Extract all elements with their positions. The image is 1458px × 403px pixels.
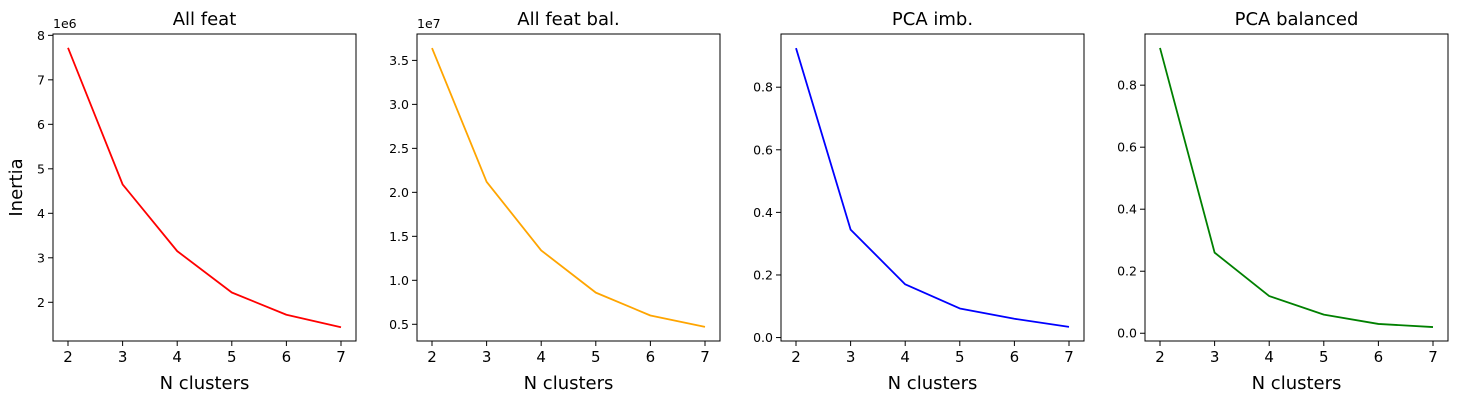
plot-frame: [1144, 33, 1449, 342]
x-axis-label: N clusters: [888, 373, 978, 394]
x-axis-label: N clusters: [160, 373, 250, 394]
x-tick-label: 5: [1319, 348, 1329, 366]
y-tick-label: 0.4: [753, 205, 773, 220]
chart-title: PCA imb.: [892, 9, 973, 30]
chart-panel-1: All feat 2 3 4 5 6 7 2 3 4 5 6 7 8 1e6 N clusters Inerti…: [6, 9, 357, 394]
y-tick-label: 3: [37, 250, 45, 265]
y-tick-label: 0.6: [753, 142, 773, 157]
y-tick-label: 0.2: [1117, 264, 1137, 279]
plot-frame: [52, 33, 357, 342]
y-tick-label: 6: [37, 117, 45, 132]
chart-panel-4: PCA balanced 2 3 4 5 6 7 0.0 0.2 0.4 0.6 0.8 N clust…: [1117, 9, 1449, 394]
series-line: [431, 47, 706, 328]
series-line: [1159, 47, 1434, 328]
x-tick-label: 6: [646, 348, 656, 366]
x-tick-label: 5: [955, 348, 965, 366]
plot-frame: [780, 33, 1085, 342]
x-tick-label: 4: [1264, 348, 1274, 366]
x-tick-label: 3: [482, 348, 492, 366]
y-tick-label: 0.6: [1117, 140, 1137, 155]
x-tick-label: 5: [591, 348, 601, 366]
chart-panel-3: PCA imb. 2 3 4 5 6 7 0.0 0.2 0.4 0.6 0.8 N clusters: [753, 9, 1085, 394]
x-tick-label: 2: [1155, 348, 1165, 366]
y-tick-label: 2.0: [389, 185, 409, 200]
chart-title: All feat bal.: [517, 9, 619, 30]
x-tick-label: 2: [791, 348, 801, 366]
y-tick-label: 5: [37, 161, 45, 176]
x-tick-label: 5: [227, 348, 237, 366]
series-line: [795, 47, 1070, 328]
x-tick-label: 7: [1064, 348, 1074, 366]
x-tick-label: 6: [282, 348, 292, 366]
x-tick-label: 7: [1428, 348, 1438, 366]
x-tick-label: 3: [118, 348, 128, 366]
y-offset-label: 1e7: [417, 16, 441, 31]
x-axis-label: N clusters: [1252, 373, 1342, 394]
y-tick-label: 0.5: [389, 317, 409, 332]
y-offset-label: 1e6: [53, 16, 77, 31]
y-tick-label: 3.0: [389, 97, 409, 112]
chart-title: All feat: [173, 9, 237, 30]
y-tick-label: 4: [37, 206, 45, 221]
x-tick-label: 6: [1010, 348, 1020, 366]
y-tick-label: 8: [37, 28, 45, 43]
x-tick-label: 2: [427, 348, 437, 366]
x-tick-label: 4: [536, 348, 546, 366]
x-axis-label: N clusters: [524, 373, 614, 394]
x-tick-label: 3: [1210, 348, 1220, 366]
x-tick-label: 4: [900, 348, 910, 366]
x-tick-label: 2: [63, 348, 73, 366]
x-tick-label: 7: [700, 348, 710, 366]
chart-title: PCA balanced: [1235, 9, 1359, 30]
series-line: [67, 47, 342, 329]
y-tick-label: 0.8: [1117, 78, 1137, 93]
y-tick-label: 2: [37, 295, 45, 310]
y-tick-label: 0.0: [1117, 326, 1137, 341]
chart-panel-2: All feat bal. 2 3 4 5 6 7 0.5 1.0 1.5 2.0 2.5 3.0 3.5…: [389, 9, 721, 394]
plot-frame: [416, 33, 721, 342]
x-tick-label: 3: [846, 348, 856, 366]
y-tick-label: 0.2: [753, 267, 773, 282]
y-tick-label: 0.8: [753, 80, 773, 95]
y-tick-label: 0.4: [1117, 202, 1137, 217]
x-tick-label: 6: [1374, 348, 1384, 366]
x-tick-label: 4: [172, 348, 182, 366]
y-tick-label: 7: [37, 72, 45, 87]
y-tick-label: 2.5: [389, 141, 409, 156]
y-tick-label: 0.0: [753, 330, 773, 345]
y-tick-label: 1.5: [389, 229, 409, 244]
y-axis-label: Inertia: [6, 158, 27, 216]
y-tick-label: 1.0: [389, 273, 409, 288]
y-tick-label: 3.5: [389, 53, 409, 68]
x-tick-label: 7: [336, 348, 346, 366]
